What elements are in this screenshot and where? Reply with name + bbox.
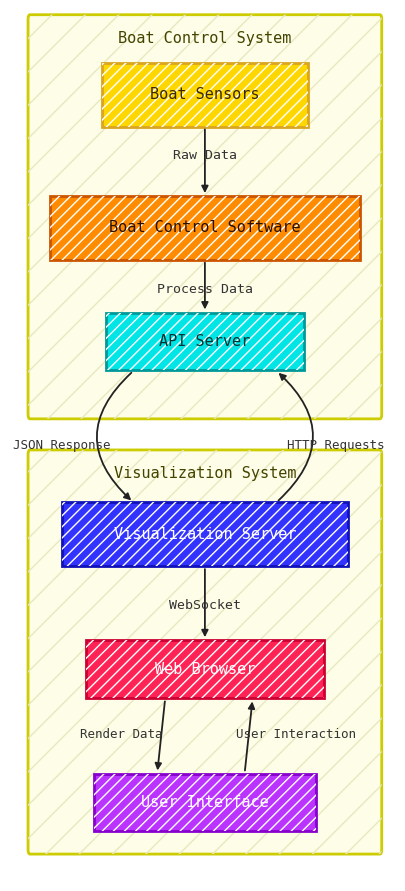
- Text: Process Data: Process Data: [157, 282, 253, 296]
- Bar: [106, 313, 304, 371]
- Text: User Interaction: User Interaction: [236, 728, 356, 740]
- Text: Web Browser: Web Browser: [155, 662, 255, 677]
- Text: Boat Sensors: Boat Sensors: [150, 87, 260, 102]
- Text: Visualization Server: Visualization Server: [114, 527, 296, 542]
- Text: Render Data: Render Data: [80, 728, 163, 740]
- Bar: [86, 641, 324, 699]
- Bar: [50, 196, 360, 260]
- FancyArrowPatch shape: [279, 374, 313, 501]
- Text: Visualization System: Visualization System: [114, 466, 296, 481]
- Text: HTTP Requests: HTTP Requests: [287, 439, 385, 452]
- Bar: [94, 773, 316, 831]
- Bar: [106, 313, 304, 371]
- FancyBboxPatch shape: [28, 15, 382, 419]
- Bar: [62, 503, 348, 567]
- Text: Raw Data: Raw Data: [173, 150, 237, 162]
- Bar: [94, 773, 316, 831]
- Bar: [102, 62, 308, 127]
- Text: Boat Control Software: Boat Control Software: [109, 220, 301, 235]
- Text: JSON Response: JSON Response: [13, 439, 111, 452]
- Bar: [50, 196, 360, 260]
- Bar: [86, 641, 324, 699]
- FancyBboxPatch shape: [28, 450, 382, 854]
- FancyArrowPatch shape: [97, 372, 131, 499]
- Text: User Interface: User Interface: [141, 795, 269, 810]
- Bar: [102, 62, 308, 127]
- Text: API Server: API Server: [159, 334, 251, 349]
- Text: Boat Control System: Boat Control System: [118, 31, 292, 46]
- Bar: [62, 503, 348, 567]
- Text: WebSocket: WebSocket: [169, 599, 241, 612]
